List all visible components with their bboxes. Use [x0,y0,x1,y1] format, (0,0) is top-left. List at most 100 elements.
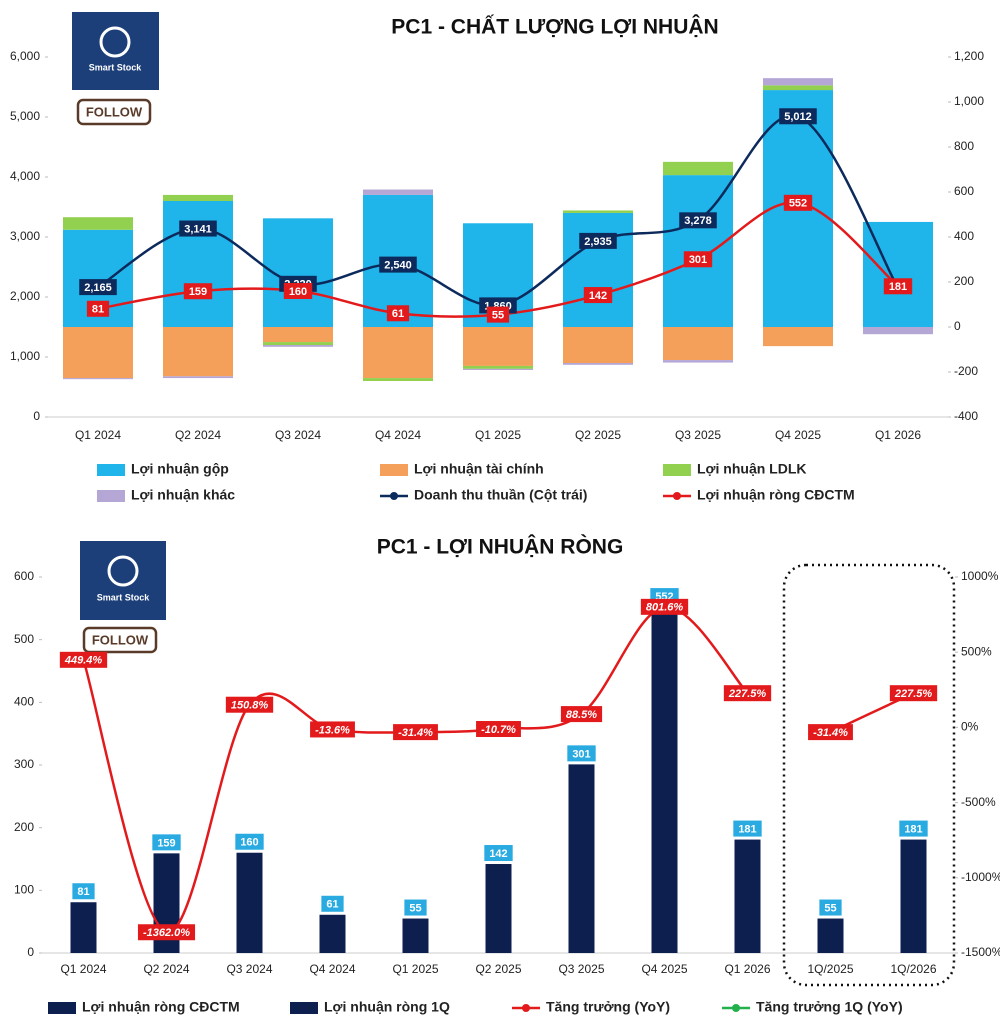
y-tick-label: 600 [14,569,34,583]
y2-tick-label: -200 [954,364,978,378]
bar [817,918,844,953]
data-label-box [567,745,596,762]
legend-label: Lợi nhuận LDLK [697,461,807,477]
legend-swatch [290,1002,318,1014]
data-label-box [583,287,613,304]
data-label: 227.5% [894,688,933,700]
data-label: 159 [189,286,207,298]
logo-icon [99,26,131,58]
bar [563,363,633,365]
data-label: -1362.0% [143,927,190,939]
y2-tick-label: 1,000 [954,94,984,108]
data-label-box [723,685,772,702]
x-tick-label: Q3 2025 [675,428,721,442]
data-label-box [779,108,817,125]
data-label-box [310,721,355,738]
data-label-box [783,194,813,211]
x-tick-label: Q3 2024 [226,962,272,976]
y2-tick-label: -500% [961,795,996,809]
data-label: 61 [392,308,404,320]
data-label: -13.6% [315,724,350,736]
bar [463,365,533,369]
logo-bg [80,541,166,620]
data-label-box [183,283,213,300]
data-label-box [733,820,762,837]
x-tick-label: Q4 2025 [775,428,821,442]
data-label-box [679,212,717,229]
data-label-box [137,924,196,941]
bar [263,345,333,347]
data-label-box [393,724,438,741]
data-label-box [640,598,689,615]
data-label-box [560,706,603,723]
data-label-box [889,685,938,702]
y-tick-label: 200 [14,820,34,834]
y-tick-label: 0 [33,409,40,423]
bar [663,360,733,363]
data-label-box [179,220,217,237]
data-label-box [72,883,95,900]
bar [363,327,433,379]
data-label: 160 [289,286,307,298]
data-label: 5,012 [784,111,812,123]
bar [763,78,833,86]
data-label: 181 [738,823,756,835]
y-tick-label: 4,000 [10,169,40,183]
bar [663,175,733,327]
logo: Smart Stock FOLLOW [80,541,166,654]
x-tick-label: Q2 2025 [475,962,521,976]
x-tick-label: Q1 2025 [475,428,521,442]
logo-name: Smart Stock [97,592,151,602]
y2-tick-label: 0 [954,319,961,333]
y2-tick-label: 0% [961,720,979,734]
legend-swatch [97,490,125,502]
x-tick-label: 1Q/2025 [807,962,853,976]
bar [563,210,633,213]
logo-name: Smart Stock [89,62,143,72]
data-label-box [235,833,264,850]
legend-label: Lợi nhuận ròng CĐCTM [697,487,855,503]
data-label-box [476,721,521,738]
y2-tick-label: 400 [954,229,974,243]
x-tick-label: Q1 2024 [75,428,121,442]
x-tick-label: Q2 2024 [143,962,189,976]
data-label: 88.5% [566,709,597,721]
bar [485,864,512,953]
x-tick-label: Q1 2025 [392,962,438,976]
legend-marker [732,1004,740,1012]
y2-tick-label: 800 [954,139,974,153]
y-tick-label: 6,000 [10,49,40,63]
legend-swatch [97,464,125,476]
legend-label: Doanh thu thuần (Cột trái) [414,487,587,503]
logo: Smart Stock FOLLOW [72,12,159,126]
bar [163,376,233,379]
data-label-box [321,895,344,912]
data-label-box [808,724,853,741]
bar [863,327,933,335]
bar [900,839,927,953]
legend-label: Tăng trưởng (YoY) [546,999,670,1015]
y-tick-label: 2,000 [10,289,40,303]
data-label-box [883,278,913,295]
data-label-box [379,256,417,273]
y2-tick-label: 200 [954,274,974,288]
data-label-box [152,834,181,851]
y2-tick-label: -1500% [961,945,1000,959]
y-tick-label: 300 [14,757,34,771]
data-label: 3,278 [684,215,712,227]
follow-text: FOLLOW [92,632,149,647]
bar [363,378,433,381]
data-label: 3,141 [184,223,212,235]
legend-marker [673,492,681,500]
data-label: 81 [77,886,89,898]
legend-label: Lợi nhuận tài chính [414,461,544,477]
data-label: 301 [572,748,590,760]
follow-button [82,626,158,654]
y-tick-label: 500 [14,632,34,646]
data-label-box [386,305,410,322]
data-label-box [86,300,110,317]
bar [763,85,833,91]
line [82,605,749,934]
data-label: 801.6% [646,602,684,614]
